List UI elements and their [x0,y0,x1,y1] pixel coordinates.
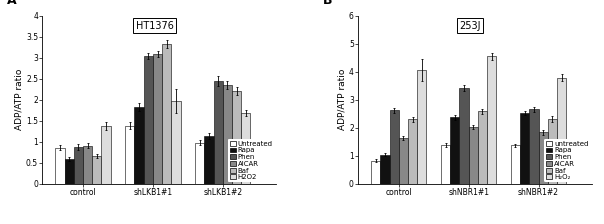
Bar [399,138,408,184]
Text: 253J: 253J [460,21,481,31]
Bar [478,111,487,184]
Legend: untreated, Rapa, Phen, AICAR, Baf, H₂O₂: untreated, Rapa, Phen, AICAR, Baf, H₂O₂ [544,139,591,182]
Bar [172,101,181,184]
Bar [214,81,223,184]
Bar [381,155,390,184]
Bar [390,110,399,184]
Bar [135,107,144,184]
Text: B: B [323,0,332,7]
Text: A: A [7,0,17,7]
Y-axis label: ADP/ATP ratio: ADP/ATP ratio [337,69,346,130]
Bar [417,70,426,184]
Bar [74,147,83,184]
Bar [511,145,520,184]
Bar [223,85,232,184]
Bar [241,113,251,184]
Bar [460,88,469,184]
Bar [548,119,557,184]
Bar [371,161,381,184]
Bar [125,126,135,184]
Bar [83,146,92,184]
Bar [539,132,548,184]
Bar [232,91,241,184]
Bar [529,110,539,184]
Bar [469,127,478,184]
Legend: Untreated, Rapa, Phen, AICAR, Baf, H2O2: Untreated, Rapa, Phen, AICAR, Baf, H2O2 [228,139,275,182]
Bar [92,156,101,184]
Bar [162,44,172,184]
Y-axis label: ADP/ATP ratio: ADP/ATP ratio [14,69,23,130]
Bar [195,143,204,184]
Bar [144,56,153,184]
Bar [204,136,214,184]
Bar [101,126,111,184]
Bar [408,119,417,184]
Bar [56,148,65,184]
Bar [65,159,74,184]
Bar [520,113,529,184]
Bar [153,54,162,184]
Bar [441,145,450,184]
Bar [557,78,566,184]
Text: HT1376: HT1376 [136,21,173,31]
Bar [487,56,496,184]
Bar [450,117,460,184]
